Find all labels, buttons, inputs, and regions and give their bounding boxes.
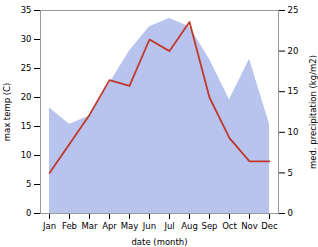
svg-text:25: 25 xyxy=(21,63,32,73)
svg-text:Apr: Apr xyxy=(102,221,117,231)
svg-text:5: 5 xyxy=(26,179,31,189)
svg-text:med. precipitation (kg/m2): med. precipitation (kg/m2) xyxy=(308,55,318,169)
svg-text:Dec: Dec xyxy=(261,221,278,231)
svg-text:Feb: Feb xyxy=(62,221,77,231)
svg-text:10: 10 xyxy=(21,150,32,160)
svg-text:0: 0 xyxy=(26,208,31,218)
svg-text:15: 15 xyxy=(288,86,299,96)
svg-text:Oct: Oct xyxy=(222,221,237,231)
svg-text:Jan: Jan xyxy=(42,221,56,231)
svg-text:15: 15 xyxy=(21,121,32,131)
svg-text:20: 20 xyxy=(288,46,299,56)
svg-text:20: 20 xyxy=(21,92,32,102)
svg-text:Nov: Nov xyxy=(241,221,258,231)
svg-text:Jun: Jun xyxy=(142,221,156,231)
svg-text:10: 10 xyxy=(288,127,299,137)
svg-text:5: 5 xyxy=(288,168,293,178)
svg-text:Mar: Mar xyxy=(81,221,98,231)
svg-text:max temp (C): max temp (C) xyxy=(2,83,12,142)
svg-text:0: 0 xyxy=(288,208,293,218)
svg-text:May: May xyxy=(121,221,139,231)
svg-text:Aug: Aug xyxy=(181,221,198,231)
svg-text:35: 35 xyxy=(21,5,32,15)
svg-text:25: 25 xyxy=(288,5,299,15)
svg-text:Jul: Jul xyxy=(163,221,174,231)
svg-text:Sep: Sep xyxy=(201,221,217,231)
svg-text:date (month): date (month) xyxy=(131,237,187,247)
svg-text:30: 30 xyxy=(21,34,32,44)
